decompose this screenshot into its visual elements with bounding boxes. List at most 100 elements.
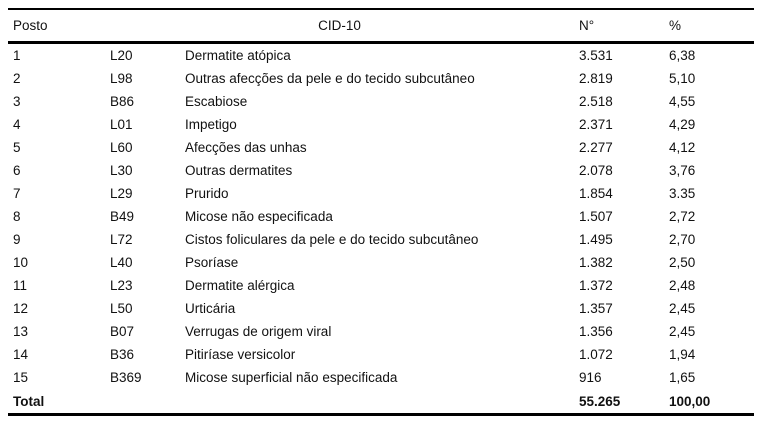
cell-n: 3.531 [579, 48, 613, 63]
cell-pct: 4,29 [669, 117, 696, 132]
cell-posto: 1 [13, 48, 21, 63]
cell-posto: 5 [13, 140, 21, 155]
cell-desc: Afecções das unhas [185, 140, 307, 155]
total-spacer-desc [181, 389, 574, 415]
cell-n: 1.356 [579, 324, 613, 339]
cell-posto: 8 [13, 209, 21, 224]
cell-posto: 3 [13, 94, 21, 109]
table-row: 8 B49 Micose não especificada 1.507 2,72 [8, 205, 754, 228]
cell-pct: 2,48 [669, 278, 696, 293]
table-row: 9 L72 Cistos foliculares da pele e do teci… [8, 228, 754, 251]
cell-code: B36 [110, 347, 135, 362]
total-row: Total 55.265 100,00 [8, 389, 754, 415]
cell-pct: 4,55 [669, 94, 696, 109]
cell-code: L98 [110, 71, 133, 86]
header-pct: % [664, 9, 755, 44]
cell-desc: Micose superficial não especificada [185, 370, 398, 385]
cell-n: 2.518 [579, 94, 613, 109]
cell-desc: Urticária [185, 301, 236, 316]
cell-pct: 1,94 [669, 347, 696, 362]
cell-posto: 13 [13, 324, 29, 339]
header-cid10: CID-10 [105, 9, 575, 44]
cell-desc: Psoríase [185, 255, 239, 270]
total-pct: 100,00 [669, 393, 711, 409]
cell-desc: Cistos foliculares da pele e do tecido s… [185, 232, 479, 247]
cell-n: 2.277 [579, 140, 613, 155]
cell-pct: 5,10 [669, 71, 696, 86]
cell-posto: 10 [13, 255, 29, 270]
cell-pct: 3.35 [669, 186, 696, 201]
table-row: 1 L20 Dermatite atópica 3.531 6,38 [8, 43, 754, 68]
cell-n: 1.507 [579, 209, 613, 224]
cell-code: L20 [110, 48, 133, 63]
table-row: 14 B36 Pitiríase versicolor 1.072 1,94 [8, 343, 754, 366]
cell-code: B49 [110, 209, 135, 224]
cell-posto: 4 [13, 117, 21, 132]
cell-desc: Escabiose [185, 94, 248, 109]
table-row: 7 L29 Prurido 1.854 3.35 [8, 182, 754, 205]
cell-desc: Outras afecções da pele e do tecido subc… [185, 71, 475, 86]
cell-code: B369 [110, 370, 142, 385]
header-n: N° [574, 9, 665, 44]
table-row: 12 L50 Urticária 1.357 2,45 [8, 297, 754, 320]
cell-n: 2.371 [579, 117, 613, 132]
cell-pct: 2,45 [669, 301, 696, 316]
cell-posto: 7 [13, 186, 21, 201]
cell-posto: 15 [13, 370, 29, 385]
cell-posto: 6 [13, 163, 21, 178]
cell-pct: 2,72 [669, 209, 696, 224]
table-row: 6 L30 Outras dermatites 2.078 3,76 [8, 159, 754, 182]
cell-code: L01 [110, 117, 133, 132]
cell-pct: 2,45 [669, 324, 696, 339]
cell-n: 916 [579, 370, 602, 385]
cell-pct: 3,76 [669, 163, 696, 178]
cell-pct: 2,70 [669, 232, 696, 247]
cell-posto: 9 [13, 232, 21, 247]
table-row: 13 B07 Verrugas de origem viral 1.356 2,45 [8, 320, 754, 343]
cell-desc: Pitiríase versicolor [185, 347, 296, 362]
table-row: 3 B86 Escabiose 2.518 4,55 [8, 90, 754, 113]
cell-pct: 4,12 [669, 140, 696, 155]
cell-desc: Outras dermatites [185, 163, 293, 178]
cell-desc: Verrugas de origem viral [185, 324, 332, 339]
cell-code: L29 [110, 186, 133, 201]
cell-n: 2.078 [579, 163, 613, 178]
cell-desc: Impetigo [185, 117, 237, 132]
cell-pct: 1,65 [669, 370, 696, 385]
cell-posto: 14 [13, 347, 29, 362]
table-row: 10 L40 Psoríase 1.382 2,50 [8, 251, 754, 274]
cell-code: L60 [110, 140, 133, 155]
table-body: 1 L20 Dermatite atópica 3.531 6,38 2 L98 Outras… [8, 43, 754, 390]
table-row: 5 L60 Afecções das unhas 2.277 4,12 [8, 136, 754, 159]
cell-code: B86 [110, 94, 135, 109]
total-label: Total [13, 393, 45, 409]
cell-n: 1.854 [579, 186, 613, 201]
cell-n: 2.819 [579, 71, 613, 86]
table-row: 4 L01 Impetigo 2.371 4,29 [8, 113, 754, 136]
cell-desc: Dermatite alérgica [185, 278, 295, 293]
cell-n: 1.495 [579, 232, 613, 247]
total-spacer-code [105, 389, 181, 415]
cell-code: L30 [110, 163, 133, 178]
table-row: 15 B369 Micose superficial não especificad… [8, 366, 754, 389]
cell-code: L50 [110, 301, 133, 316]
cell-code: L72 [110, 232, 133, 247]
table-row: 2 L98 Outras afecções da pele e do tecido … [8, 67, 754, 90]
total-n: 55.265 [579, 393, 621, 409]
header-posto: Posto [8, 9, 105, 44]
cell-n: 1.372 [579, 278, 613, 293]
cid10-ranking-table: Posto CID-10 N° % 1 L20 Dermatite atópica 3… [8, 8, 755, 416]
cell-posto: 12 [13, 301, 29, 316]
cell-desc: Micose não especificada [185, 209, 333, 224]
cell-pct: 2,50 [669, 255, 696, 270]
cell-code: L40 [110, 255, 133, 270]
cell-code: B07 [110, 324, 135, 339]
cell-desc: Prurido [185, 186, 229, 201]
cell-n: 1.382 [579, 255, 613, 270]
table-header: Posto CID-10 N° % [8, 9, 755, 44]
cell-n: 1.072 [579, 347, 613, 362]
cell-n: 1.357 [579, 301, 613, 316]
table-footer: Total 55.265 100,00 [8, 389, 754, 415]
cell-posto: 11 [13, 278, 28, 293]
